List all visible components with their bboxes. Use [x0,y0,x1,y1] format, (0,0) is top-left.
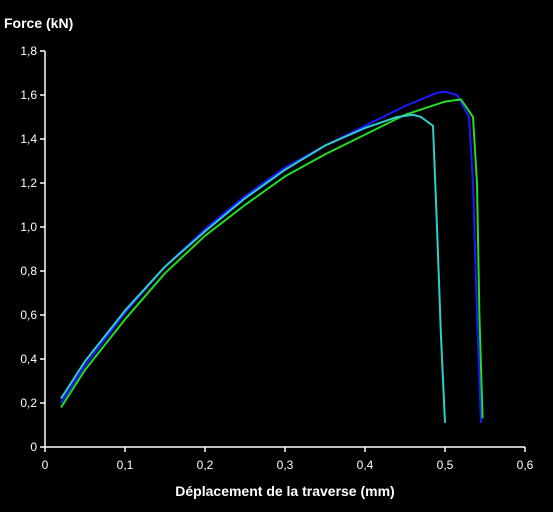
x-tick-label: 0,1 [117,458,134,472]
x-tick-label: 0,4 [357,458,374,472]
series-line-1 [60,90,482,423]
x-tick-label: 0 [42,458,49,472]
y-tick-label: 1,6 [20,88,37,102]
series-line-3 [60,113,446,423]
y-axis-title: Force (kN) [4,15,73,31]
y-tick-label: 1,0 [20,220,37,234]
y-tick-label: 1,2 [20,176,37,190]
y-tick-label: 0,4 [20,352,37,366]
y-tick-label: 0,2 [20,396,37,410]
y-tick-label: 0,8 [20,264,37,278]
series-line-2 [60,98,484,419]
x-tick-label: 0,6 [517,458,534,472]
x-tick-label: 0,3 [277,458,294,472]
series-layer [60,90,484,423]
x-tick-label: 0,2 [197,458,214,472]
y-tick-label: 0,6 [20,308,37,322]
y-tick-label: 1,4 [20,132,37,146]
ticks-layer: 0 0,2 0,4 0,6 0,8 1,0 1,2 1,4 1,6 1,8 0 0,1 0,2 0,3 0,… [20,44,533,472]
axes-layer [44,51,525,448]
y-tick-label: 1,8 [20,44,37,58]
x-axis-title: Déplacement de la traverse (mm) [175,483,394,499]
y-tick-label: 0 [30,440,37,454]
x-tick-label: 0,5 [437,458,454,472]
